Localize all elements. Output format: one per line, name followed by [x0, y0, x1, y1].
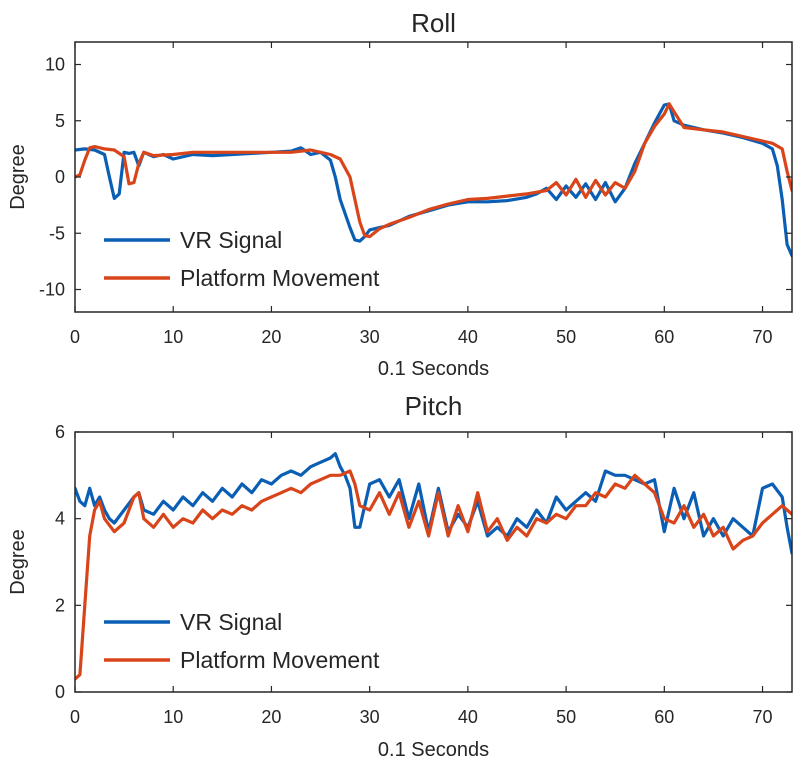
pitch-y-axis-label: Degree — [7, 529, 29, 595]
roll-y-axis-label: Degree — [7, 144, 29, 210]
roll-x-tick-label: 30 — [360, 327, 380, 347]
pitch-title: Pitch — [405, 391, 463, 421]
roll-title: Roll — [411, 8, 456, 38]
pitch-plot-area — [75, 432, 792, 692]
pitch-axes-box — [74, 431, 793, 693]
pitch-y-tick-label: 0 — [55, 682, 65, 702]
pitch-legend-label-platform-movement: Platform Movement — [180, 647, 380, 673]
roll-y-tick-label: -10 — [39, 280, 65, 300]
roll-x-tick-label: 40 — [458, 327, 478, 347]
roll-legend-label-vr-signal: VR Signal — [180, 227, 282, 253]
roll-x-tick-label: 0 — [70, 327, 80, 347]
roll-y-tick-label: 10 — [45, 55, 65, 75]
pitch-x-tick-label: 50 — [556, 707, 576, 727]
roll-x-tick-label: 70 — [753, 327, 773, 347]
pitch-y-tick-label: 2 — [55, 595, 65, 615]
pitch-legend-label-vr-signal: VR Signal — [180, 609, 282, 635]
roll-y-tick-label: 5 — [55, 111, 65, 131]
roll-x-tick-label: 20 — [261, 327, 281, 347]
roll-x-tick-label: 60 — [654, 327, 674, 347]
pitch-x-tick-label: 60 — [654, 707, 674, 727]
roll-y-tick-label: 0 — [55, 167, 65, 187]
roll-x-axis-label: 0.1 Seconds — [378, 358, 489, 380]
pitch-series-platform-movement — [75, 469, 792, 681]
pitch-y-tick-label: 6 — [55, 422, 65, 442]
pitch-x-tick-label: 40 — [458, 707, 478, 727]
roll-y-tick-label: -5 — [49, 223, 65, 243]
pitch-x-tick-label: 10 — [163, 707, 183, 727]
roll-plot-area — [75, 42, 792, 312]
pitch-x-tick-label: 70 — [753, 707, 773, 727]
pitch-x-tick-label: 20 — [261, 707, 281, 727]
roll-series-platform-movement — [75, 102, 792, 239]
pitch-y-tick-label: 4 — [55, 509, 65, 529]
roll-legend-label-platform-movement: Platform Movement — [180, 265, 380, 291]
pitch-series-vr-signal — [75, 452, 792, 555]
pitch-x-tick-label: 0 — [70, 707, 80, 727]
pitch-x-axis-label: 0.1 Seconds — [378, 739, 489, 761]
pitch-x-tick-label: 30 — [360, 707, 380, 727]
roll-x-tick-label: 50 — [556, 327, 576, 347]
roll-x-tick-label: 10 — [163, 327, 183, 347]
